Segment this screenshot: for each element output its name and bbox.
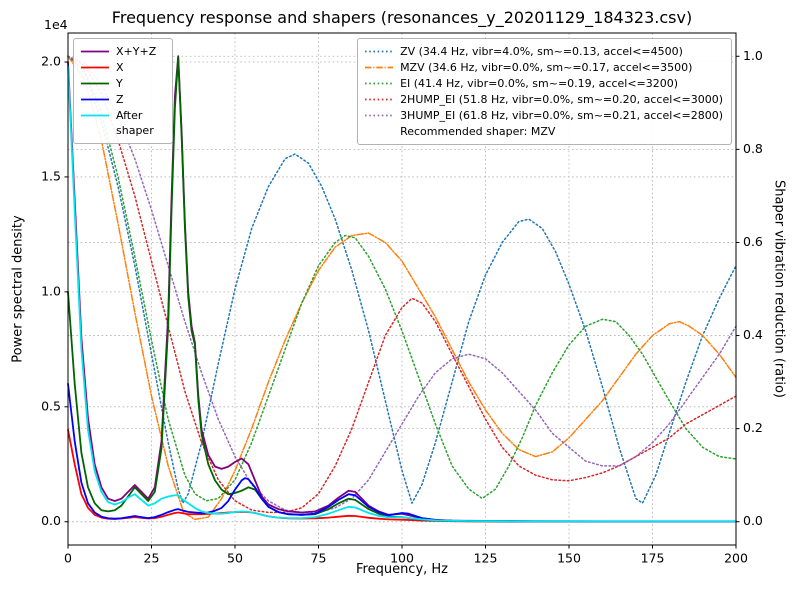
y-tick-label-right: 0.4	[743, 327, 763, 342]
shaper-legend-item-EI: EI (41.4 Hz, vibr=0.0%, sm~=0.19, accel<…	[364, 76, 723, 91]
psd-legend-item-Y-label: Y	[116, 77, 123, 90]
x-tick-label: 50	[227, 551, 243, 566]
shaper-legend-item-ZV: ZV (34.4 Hz, vibr=4.0%, sm~=0.13, accel<…	[364, 44, 723, 59]
y-tick-label-right: 1.0	[743, 48, 763, 63]
y-tick-label-right: 0.2	[743, 420, 763, 435]
psd-legend-item-X+Y+Z-label: X+Y+Z	[116, 45, 157, 58]
shaper-line-2HUMP_EI	[67, 55, 737, 514]
legend-line-sample	[81, 114, 109, 117]
legend-line-sample	[365, 82, 394, 85]
x-tick-label: 175	[641, 551, 665, 566]
shaper-legend-item-ZV-label: ZV (34.4 Hz, vibr=4.0%, sm~=0.13, accel<…	[400, 45, 683, 58]
y-axis-offset-text: 1e4	[44, 17, 68, 32]
y-tick-label-left: 2.0	[41, 53, 61, 68]
shaper-legend-item-2HUMP_EI-label: 2HUMP_EI (51.8 Hz, vibr=0.0%, sm~=0.20, …	[400, 93, 723, 106]
y-tick-label-right: 0.0	[743, 513, 763, 528]
psd-legend-item-Y: Y	[80, 76, 164, 91]
recommended-shaper-label: Recommended shaper: MZV	[400, 125, 556, 138]
shaper-legend-item-3HUMP_EI: 3HUMP_EI (61.8 Hz, vibr=0.0%, sm~=0.21, …	[364, 108, 723, 123]
psd-legend-item-Z-label: Z	[116, 93, 124, 106]
legend-line-sample	[81, 82, 109, 85]
y-tick-label-left: 1.5	[41, 168, 61, 183]
psd-legend-item-After shaper-label: After shaper	[116, 109, 154, 137]
legend-line-sample	[81, 66, 109, 69]
psd-line-After shaper	[67, 65, 737, 523]
shaper-legend-item-MZV-label: MZV (34.6 Hz, vibr=0.0%, sm~=0.17, accel…	[400, 61, 693, 74]
x-tick-label: 100	[390, 551, 414, 566]
shaper-legend-item-MZV: MZV (34.6 Hz, vibr=0.0%, sm~=0.17, accel…	[364, 60, 723, 75]
psd-line-X+Y+Z	[67, 55, 737, 523]
x-axis-label: Frequency, Hz	[355, 562, 449, 577]
shaper-legend-item-2HUMP_EI: 2HUMP_EI (51.8 Hz, vibr=0.0%, sm~=0.20, …	[364, 92, 723, 107]
psd-legend-item-X: X	[80, 60, 164, 75]
legend-line-sample	[365, 114, 394, 117]
y-tick-label-right: 0.8	[743, 141, 763, 156]
psd-legend-item-X-label: X	[116, 61, 124, 74]
y-tick-label-left: 0.5	[41, 398, 61, 413]
y-axis-label-right: Shaper vibration reduction (ratio)	[771, 180, 787, 398]
x-tick-label: 75	[311, 551, 327, 566]
legend-line-sample	[365, 66, 394, 69]
shaper-legend-item-3HUMP_EI-label: 3HUMP_EI (61.8 Hz, vibr=0.0%, sm~=0.21, …	[400, 109, 723, 122]
shaper-line-EI	[67, 55, 737, 502]
psd-legend-item-X+Y+Z: X+Y+Z	[80, 44, 164, 59]
psd-legend-item-Z: Z	[80, 92, 164, 107]
x-tick-label: 125	[474, 551, 498, 566]
x-tick-label: 25	[144, 551, 160, 566]
psd-legend-item-After shaper: After shaper	[80, 108, 164, 138]
legend-line-sample	[81, 50, 109, 53]
y-tick-label-left: 1.0	[41, 283, 61, 298]
shaper-line-MZV	[67, 55, 737, 521]
psd-line-Z	[67, 382, 737, 523]
x-tick-label: 150	[557, 551, 581, 566]
shaper-line-ZV	[67, 55, 737, 504]
legend-line-sample	[365, 98, 394, 101]
y-tick-label-left: 0.0	[41, 513, 61, 528]
y-tick-label-right: 0.6	[743, 234, 763, 249]
psd-legend: X+Y+Z X Y Z After shaper	[73, 38, 173, 144]
y-axis-label-left: Power spectral density	[10, 215, 26, 363]
legend-line-sample	[81, 98, 109, 101]
x-tick-label: 0	[64, 551, 72, 566]
recommended-shaper: Recommended shaper: MZV	[364, 124, 723, 139]
shaper-line-3HUMP_EI	[67, 55, 737, 514]
chart-title: Frequency response and shapers (resonanc…	[111, 8, 693, 27]
legend-line-sample	[365, 50, 394, 53]
x-tick-label: 200	[724, 551, 748, 566]
shaper-legend-item-EI-label: EI (41.4 Hz, vibr=0.0%, sm~=0.19, accel<…	[400, 77, 679, 90]
shaper-legend: ZV (34.4 Hz, vibr=4.0%, sm~=0.13, accel<…	[357, 38, 732, 145]
